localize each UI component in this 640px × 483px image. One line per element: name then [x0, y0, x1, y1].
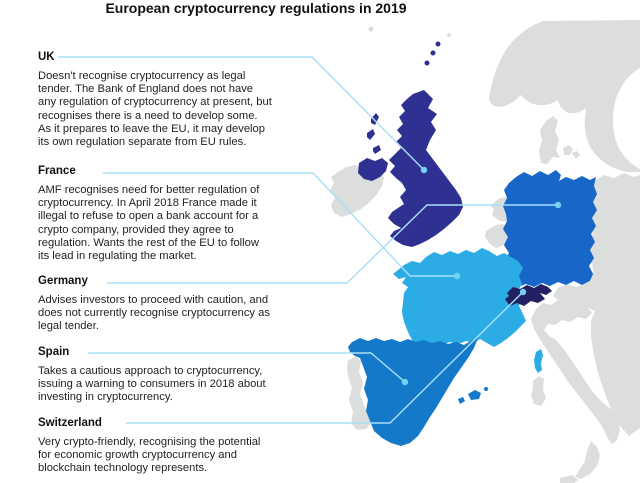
section-uk-heading: UK	[38, 51, 55, 63]
page-title: European cryptocurrency regulations in 2…	[105, 0, 407, 16]
section-uk: UK Doesn't recognise cryptocurrency as l…	[38, 51, 330, 149]
map-country-netherlands	[491, 197, 514, 222]
map-country-switzerland	[505, 284, 552, 306]
section-spain-heading: Spain	[38, 346, 70, 358]
map-country-denmark	[539, 116, 560, 164]
section-france: France AMF recognises need for better re…	[38, 165, 330, 263]
map-country-denmark-islands	[563, 145, 580, 159]
map-island-corsica	[534, 349, 543, 373]
section-switzerland: Switzerland Very crypto-friendly, recogn…	[38, 417, 330, 476]
section-switzerland-body: Very crypto-friendly, recognising the po…	[38, 436, 261, 475]
map-island-speck	[368, 26, 374, 32]
map-country-belgium	[485, 224, 515, 248]
map-neutral-land	[330, 20, 640, 483]
callout-dots	[401, 166, 562, 386]
map-uk-shetland	[430, 50, 436, 56]
map-region-eastern-europe	[553, 173, 640, 436]
map-country-italy-toe	[575, 441, 600, 479]
map-uk-hebrides	[367, 113, 381, 154]
callout-dot-uk	[420, 166, 428, 174]
map-uk-orkney	[424, 60, 430, 66]
section-germany-heading: Germany	[38, 275, 88, 287]
section-germany-body: Advises investors to proceed with cautio…	[38, 294, 270, 333]
callout-dot-france	[453, 272, 461, 280]
map-island-menorca	[484, 387, 488, 391]
callout-dot-switzerland	[519, 288, 527, 296]
section-switzerland-heading: Switzerland	[38, 417, 102, 429]
callout-dot-spain	[401, 378, 409, 386]
map-country-france	[393, 248, 543, 373]
callout-dot-germany	[554, 201, 562, 209]
map-country-portugal	[347, 357, 371, 430]
map-uk-shetland	[435, 41, 441, 47]
map-country-scandinavia	[489, 20, 640, 172]
section-germany: Germany Advises investors to proceed wit…	[38, 275, 330, 334]
map-island-speck	[447, 33, 451, 37]
section-france-body: AMF recognises need for better regulatio…	[38, 184, 260, 263]
map-country-uk	[358, 41, 463, 247]
section-spain-body: Takes a cautious approach to cryptocurre…	[38, 365, 266, 404]
map-country-sardinia	[531, 376, 546, 406]
map-country-spain	[348, 338, 488, 446]
map-uk-northern-ireland	[358, 158, 388, 181]
map-uk-great-britain	[388, 90, 463, 247]
map-country-ireland	[330, 165, 384, 217]
map-country-sicily	[560, 475, 578, 483]
map-country-italy	[531, 300, 620, 444]
map-island-mallorca	[468, 390, 481, 400]
map-island-ibiza	[458, 397, 465, 404]
section-uk-body: Doesn't recognise cryptocurrency as lega…	[38, 70, 272, 149]
section-france-heading: France	[38, 165, 76, 177]
section-spain: Spain Takes a cautious approach to crypt…	[38, 346, 330, 405]
map-country-germany	[503, 170, 597, 287]
